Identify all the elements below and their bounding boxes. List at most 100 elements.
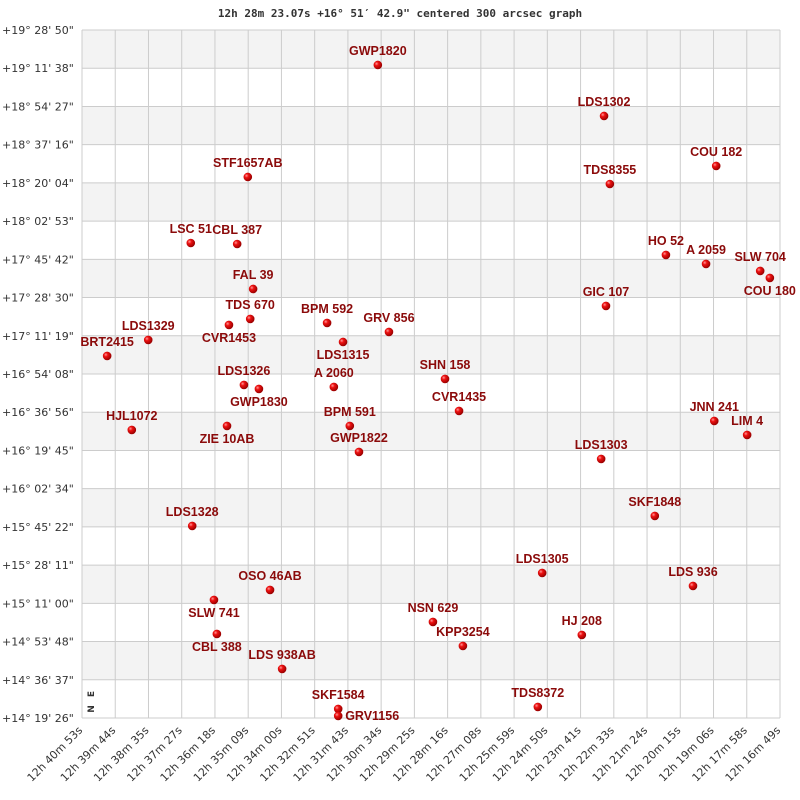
star-point: LDS1305 bbox=[516, 552, 569, 578]
star-point: JNN 241 bbox=[690, 400, 739, 426]
star-label: JNN 241 bbox=[690, 400, 739, 414]
row-band bbox=[82, 30, 780, 69]
star-marker bbox=[428, 617, 438, 627]
star-point: TDS 670 bbox=[226, 298, 275, 324]
row-band bbox=[82, 182, 780, 222]
star-point: CVR1435 bbox=[432, 390, 486, 416]
star-label: OSO 46AB bbox=[238, 569, 301, 583]
star-point: A 2059 bbox=[686, 243, 726, 269]
star-point: LDS1315 bbox=[317, 337, 370, 362]
star-point: TDS8372 bbox=[511, 686, 564, 712]
row-band bbox=[82, 450, 780, 489]
y-tick-label: +17° 45' 42" bbox=[2, 253, 74, 266]
star-marker bbox=[373, 60, 383, 70]
star-marker bbox=[265, 585, 275, 595]
compass-east: E bbox=[87, 691, 97, 697]
star-marker bbox=[224, 320, 234, 330]
y-tick-label: +16° 19' 45" bbox=[2, 444, 74, 457]
star-label: SLW 704 bbox=[734, 250, 785, 264]
row-band bbox=[82, 374, 780, 413]
star-marker bbox=[650, 511, 660, 521]
y-tick-label: +15° 28' 11" bbox=[2, 559, 74, 572]
star-label: LDS1315 bbox=[317, 348, 370, 362]
star-marker bbox=[596, 454, 606, 464]
star-point: HO 52 bbox=[648, 234, 684, 260]
star-marker bbox=[577, 630, 587, 640]
star-point: SKF1848 bbox=[628, 495, 681, 521]
star-point: GWP1822 bbox=[330, 431, 388, 457]
star-label: TDS8372 bbox=[511, 686, 564, 700]
star-label: LDS1302 bbox=[578, 95, 631, 109]
y-tick-label: +16° 02' 34" bbox=[2, 483, 74, 496]
star-label: LDS1305 bbox=[516, 552, 569, 566]
star-label: ZIE 10AB bbox=[200, 432, 255, 446]
y-axis-ticks: +19° 28' 50" +19° 11' 38" +18° 54' 27" +18°… bbox=[2, 24, 74, 725]
star-marker bbox=[354, 447, 364, 457]
star-point: CBL 388 bbox=[192, 629, 242, 654]
star-label: CBL 387 bbox=[212, 223, 262, 237]
star-marker bbox=[127, 425, 137, 435]
star-marker bbox=[742, 430, 752, 440]
star-point: COU 180 bbox=[744, 273, 796, 298]
star-marker bbox=[345, 421, 355, 431]
star-label: LIM 4 bbox=[731, 414, 763, 428]
star-marker bbox=[209, 595, 219, 605]
y-tick-label: +14° 19' 26" bbox=[2, 712, 74, 725]
y-tick-label: +15° 11' 00" bbox=[2, 597, 74, 610]
star-label: FAL 39 bbox=[233, 268, 274, 282]
star-label: LDS 936 bbox=[668, 565, 717, 579]
y-tick-label: +18° 54' 27" bbox=[2, 100, 74, 113]
star-label: GWP1830 bbox=[230, 395, 288, 409]
row-band bbox=[82, 488, 780, 527]
y-tick-label: +14° 53' 48" bbox=[2, 636, 74, 649]
row-band bbox=[82, 679, 780, 718]
star-label: NSN 629 bbox=[408, 601, 459, 615]
star-label: BPM 591 bbox=[324, 405, 376, 419]
y-tick-label: +18° 02' 53" bbox=[2, 215, 74, 228]
star-point: GIC 107 bbox=[583, 285, 630, 311]
star-label: LDS1303 bbox=[575, 438, 628, 452]
star-marker bbox=[688, 581, 698, 591]
star-label: SKF1584 bbox=[312, 688, 365, 702]
y-tick-label: +16° 54' 08" bbox=[2, 368, 74, 381]
star-point: LDS 938AB bbox=[248, 648, 316, 674]
star-label: GIC 107 bbox=[583, 285, 630, 299]
star-marker bbox=[537, 568, 547, 578]
star-marker bbox=[661, 250, 671, 260]
row-band bbox=[82, 565, 780, 604]
star-point: FAL 39 bbox=[233, 268, 274, 294]
star-label: GWP1820 bbox=[349, 44, 407, 58]
star-label: LDS1326 bbox=[218, 364, 271, 378]
star-marker bbox=[599, 111, 609, 121]
star-marker bbox=[277, 664, 287, 674]
star-point: KPP3254 bbox=[436, 625, 490, 651]
star-marker bbox=[187, 521, 197, 531]
star-point: BRT2415 bbox=[80, 335, 134, 361]
y-tick-label: +15° 45' 22" bbox=[2, 521, 74, 534]
star-label: HJ 208 bbox=[562, 614, 602, 628]
star-marker bbox=[243, 172, 253, 182]
y-tick-label: +19° 11' 38" bbox=[2, 62, 74, 75]
row-band bbox=[82, 144, 780, 183]
star-point: GWP1820 bbox=[349, 44, 407, 70]
star-label: CVR1435 bbox=[432, 390, 486, 404]
star-point: LSC 51 bbox=[170, 222, 212, 248]
star-label: LSC 51 bbox=[170, 222, 212, 236]
star-point: BPM 591 bbox=[324, 405, 376, 431]
star-point: LIM 4 bbox=[731, 414, 763, 440]
star-point: SLW 704 bbox=[734, 250, 786, 276]
star-label: LDS1328 bbox=[166, 505, 219, 519]
star-marker bbox=[338, 337, 348, 347]
star-label: KPP3254 bbox=[436, 625, 490, 639]
row-band bbox=[82, 526, 780, 566]
star-label: SKF1848 bbox=[628, 495, 681, 509]
star-label: CVR1453 bbox=[202, 331, 256, 345]
star-point: SLW 741 bbox=[188, 595, 240, 620]
star-point: CVR1453 bbox=[202, 320, 256, 345]
star-label: HJL1072 bbox=[106, 409, 157, 423]
star-label: A 2060 bbox=[314, 366, 354, 380]
star-point: A 2060 bbox=[314, 366, 354, 392]
star-point: TDS8355 bbox=[583, 163, 636, 189]
star-marker bbox=[533, 702, 543, 712]
